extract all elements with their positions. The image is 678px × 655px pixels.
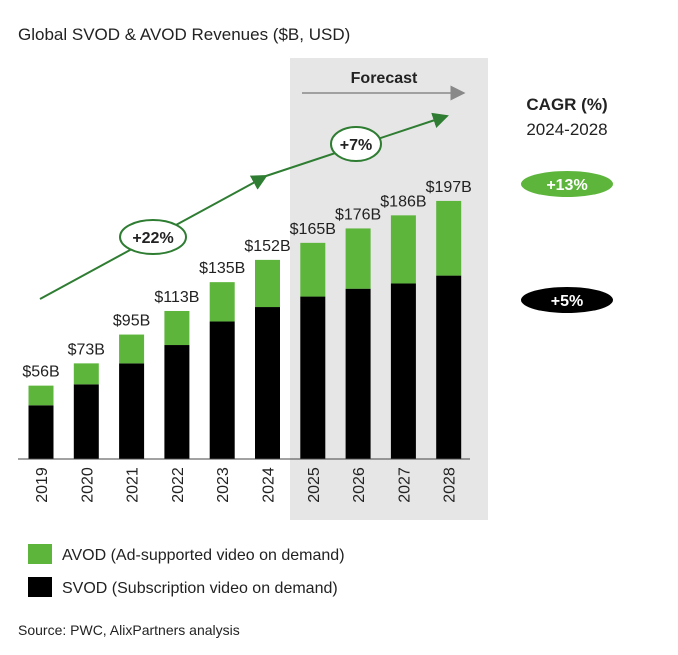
- source: Source: PWC, AlixPartners analysis: [18, 622, 240, 638]
- total-label: $197B: [426, 179, 472, 196]
- cagr-svod: +5%: [551, 293, 583, 310]
- cagr-pill: [521, 287, 613, 313]
- x-tick-label: 2019: [34, 467, 51, 503]
- bar-segment: [119, 334, 145, 364]
- x-tick-label: 2023: [215, 467, 232, 503]
- trend-label: +22%: [132, 230, 173, 247]
- cagr-title: CAGR (%): [526, 95, 607, 114]
- trend-label: +7%: [340, 137, 372, 154]
- total-label: $152B: [244, 238, 290, 255]
- total-label: $95B: [113, 313, 150, 330]
- bar-segment: [255, 259, 280, 308]
- bar-segment: [436, 200, 462, 276]
- legend-label: SVOD (Subscription video on demand): [62, 580, 338, 597]
- bar-segment: [73, 363, 99, 385]
- bar-segment: [164, 310, 190, 346]
- x-tick-label: 2027: [396, 467, 413, 503]
- total-label: $73B: [68, 341, 105, 358]
- bar-segment: [300, 296, 326, 459]
- bar-segment: [73, 384, 99, 459]
- bar-segment: [390, 283, 416, 459]
- bar-segment: [209, 321, 235, 459]
- bar-segment: [300, 242, 326, 297]
- x-tick-label: 2020: [79, 467, 96, 503]
- trend-bubble: [119, 219, 187, 255]
- chart-title: Global SVOD & AVOD Revenues ($B, USD): [18, 25, 350, 44]
- bar-segment: [28, 385, 54, 406]
- total-label: $56B: [22, 364, 59, 381]
- total-label: $165B: [290, 221, 336, 238]
- trend-bubble: [330, 126, 382, 162]
- total-label: $135B: [199, 260, 245, 277]
- total-label: $113B: [154, 289, 199, 306]
- legend-swatch: [28, 544, 52, 564]
- bar-segment: [345, 228, 371, 289]
- x-tick-label: 2024: [261, 467, 278, 503]
- x-tick-label: 2021: [125, 467, 142, 503]
- bar-segment: [209, 282, 235, 322]
- cagr-period: 2024-2028: [526, 120, 607, 139]
- bar-segment: [255, 307, 280, 459]
- bar-segment: [390, 215, 416, 284]
- total-label: $186B: [380, 193, 426, 210]
- x-tick-label: 2025: [306, 467, 323, 503]
- x-tick-label: 2026: [351, 467, 368, 503]
- forecast-label: Forecast: [351, 70, 418, 87]
- cagr-avod: +13%: [546, 177, 587, 194]
- total-label: $176B: [335, 206, 381, 223]
- x-tick-label: 2022: [170, 467, 187, 503]
- legend-swatch: [28, 577, 52, 597]
- cagr-pill: [521, 171, 613, 197]
- bar-segment: [119, 363, 145, 459]
- x-tick-label: 2028: [442, 467, 459, 503]
- bar-segment: [28, 405, 54, 459]
- legend-label: AVOD (Ad-supported video on demand): [62, 547, 345, 564]
- bar-segment: [164, 345, 190, 459]
- bar-segment: [345, 288, 371, 459]
- bar-segment: [436, 275, 462, 459]
